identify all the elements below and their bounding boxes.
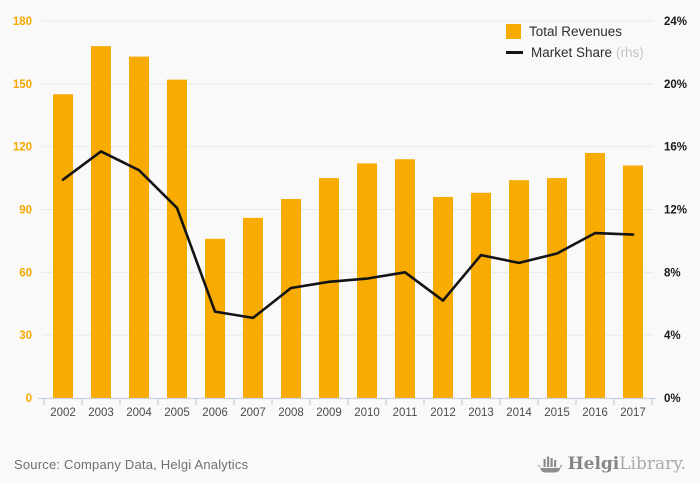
bar-2002 (53, 94, 73, 399)
x-axis-label-2012: 2012 (430, 407, 456, 419)
left-axis-label: 120 (13, 142, 32, 154)
legend-label-total-revenues: Total Revenues (529, 24, 623, 39)
left-axis-label: 180 (13, 16, 32, 28)
bar-2003 (91, 46, 111, 399)
x-axis-label-2002: 2002 (50, 407, 76, 419)
left-axis-label: 150 (13, 79, 32, 91)
x-axis-label-2003: 2003 (88, 407, 114, 419)
right-axis-label: 12% (664, 205, 687, 217)
x-axis-label-2005: 2005 (164, 407, 190, 419)
bar-2006 (205, 238, 225, 398)
market-share-line (61, 150, 635, 320)
bar-swatch-icon (506, 24, 521, 39)
legend-item-market-share: Market Share (rhs) (506, 45, 644, 60)
bar-2012 (433, 196, 453, 398)
x-axis-label-2007: 2007 (240, 407, 266, 419)
bar-2014 (509, 180, 529, 398)
revenue-market-share-chart: 0 30 60 90 120 150 180 0% 4% 8% 12% 16% 20% 24% 2002 20… (13, 16, 687, 419)
x-axis-label-2013: 2013 (468, 407, 494, 419)
x-axis-label-2009: 2009 (316, 407, 342, 419)
chart-footer: Source: Company Data, Helgi Analytics He… (0, 446, 700, 483)
x-axis-label-2014: 2014 (506, 407, 532, 419)
x-axis-label-2017: 2017 (620, 407, 646, 419)
right-axis-label: 0% (664, 393, 681, 405)
bar-2017 (623, 165, 643, 398)
left-axis-label: 90 (19, 205, 32, 217)
logo-wordmark: HelgiLibrary. (567, 454, 686, 474)
bar-2007 (243, 217, 263, 398)
right-axis-label: 4% (664, 330, 681, 342)
x-axis-label-2016: 2016 (582, 407, 608, 419)
bar-2004 (129, 56, 149, 398)
right-axis-label: 8% (664, 267, 681, 279)
right-axis-label: 24% (664, 16, 687, 28)
bar-2016 (585, 152, 605, 398)
right-axis-label: 16% (664, 142, 687, 154)
bar-2010 (357, 163, 377, 398)
bar-2011 (395, 159, 415, 398)
bar-2015 (547, 178, 567, 398)
x-axis-label-2015: 2015 (544, 407, 570, 419)
right-axis-label: 20% (664, 79, 687, 91)
legend-rhs-note: (rhs) (616, 45, 644, 60)
line-swatch-icon (506, 51, 523, 54)
x-axis-label-2008: 2008 (278, 407, 304, 419)
left-axis-label: 0 (26, 393, 32, 405)
x-axis-label-2011: 2011 (393, 407, 418, 419)
helgi-library-logo: HelgiLibrary. (537, 455, 686, 475)
viking-ship-icon (537, 456, 562, 472)
bar-2005 (167, 79, 187, 399)
legend-item-total-revenues: Total Revenues (506, 24, 644, 39)
left-axis-label: 30 (19, 330, 32, 342)
left-axis-label: 60 (19, 267, 32, 279)
chart-legend: Total Revenues Market Share (rhs) (506, 24, 644, 60)
bar-2013 (471, 192, 491, 398)
bar-2009 (319, 178, 339, 398)
x-axis-label-2004: 2004 (126, 407, 152, 419)
x-axis-label-2006: 2006 (202, 407, 228, 419)
source-note: Source: Company Data, Helgi Analytics (14, 457, 249, 472)
x-axis-label-2010: 2010 (354, 407, 380, 419)
bar-2008 (281, 199, 301, 398)
legend-label-market-share: Market Share (rhs) (531, 45, 644, 60)
